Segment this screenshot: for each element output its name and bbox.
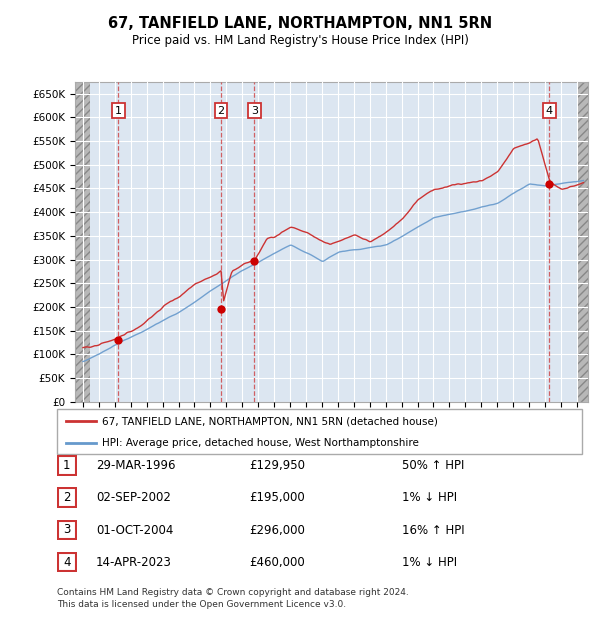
Text: 4: 4: [63, 556, 71, 569]
Text: 67, TANFIELD LANE, NORTHAMPTON, NN1 5RN (detached house): 67, TANFIELD LANE, NORTHAMPTON, NN1 5RN …: [101, 416, 437, 427]
Text: 67, TANFIELD LANE, NORTHAMPTON, NN1 5RN: 67, TANFIELD LANE, NORTHAMPTON, NN1 5RN: [108, 16, 492, 31]
Text: £296,000: £296,000: [249, 524, 305, 536]
Text: HPI: Average price, detached house, West Northamptonshire: HPI: Average price, detached house, West…: [101, 438, 419, 448]
Text: £460,000: £460,000: [249, 556, 305, 569]
Text: 01-OCT-2004: 01-OCT-2004: [96, 524, 173, 536]
Bar: [75, 82, 89, 402]
Text: 1: 1: [115, 105, 122, 116]
Text: 1% ↓ HPI: 1% ↓ HPI: [402, 556, 457, 569]
Text: 2: 2: [63, 491, 71, 504]
Text: 1% ↓ HPI: 1% ↓ HPI: [402, 492, 457, 504]
Text: 50% ↑ HPI: 50% ↑ HPI: [402, 459, 464, 472]
Text: Price paid vs. HM Land Registry's House Price Index (HPI): Price paid vs. HM Land Registry's House …: [131, 34, 469, 46]
Text: 3: 3: [251, 105, 258, 116]
Text: 02-SEP-2002: 02-SEP-2002: [96, 492, 171, 504]
Text: £129,950: £129,950: [249, 459, 305, 472]
Text: Contains HM Land Registry data © Crown copyright and database right 2024.
This d: Contains HM Land Registry data © Crown c…: [57, 588, 409, 609]
Text: 4: 4: [546, 105, 553, 116]
Text: 29-MAR-1996: 29-MAR-1996: [96, 459, 176, 472]
Text: 1: 1: [63, 459, 71, 472]
Text: 2: 2: [218, 105, 224, 116]
Text: 14-APR-2023: 14-APR-2023: [96, 556, 172, 569]
Text: 3: 3: [63, 523, 71, 536]
Text: 16% ↑ HPI: 16% ↑ HPI: [402, 524, 464, 536]
Bar: [578, 82, 588, 402]
Text: £195,000: £195,000: [249, 492, 305, 504]
